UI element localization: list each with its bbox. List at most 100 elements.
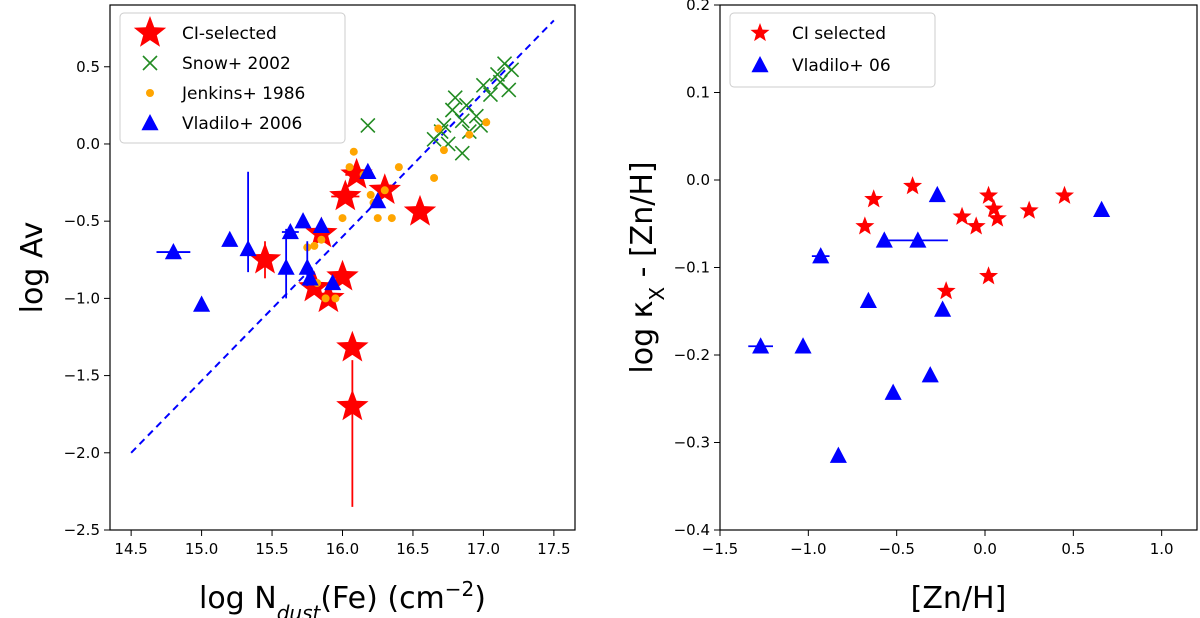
data-point: [482, 118, 491, 127]
data-point: [936, 281, 956, 300]
legend-item: Vladilo+ 2006: [141, 114, 302, 134]
y-axis-label: log Av: [15, 222, 50, 314]
data-point: [752, 337, 770, 354]
data-point: [447, 90, 463, 106]
data-point: [829, 446, 847, 463]
data-point: [864, 189, 884, 208]
data-point: [326, 259, 359, 291]
x-tick-label: 16.0: [326, 540, 359, 558]
data-point: [909, 231, 927, 248]
y-axis-label: log κX - [Zn/H]: [625, 161, 669, 373]
legend-marker: [133, 16, 167, 47]
data-point: [359, 162, 377, 179]
data-point: [301, 269, 319, 286]
y-tick-label: −0.5: [64, 212, 100, 230]
data-point: [465, 130, 474, 139]
legend-label: Vladilo+ 2006: [182, 114, 302, 134]
y-tick-label: 0.5: [76, 58, 100, 76]
legend-marker: [141, 114, 159, 131]
series-ci-selected: [248, 157, 437, 507]
legend: CI-selected Snow+ 2002 Jenkins+ 1986 Vladil…: [119, 12, 346, 144]
x-tick-label: −0.5: [878, 540, 914, 558]
legend-marker: [142, 55, 158, 71]
y-tick-label: −0.3: [674, 434, 710, 452]
data-point: [859, 291, 877, 308]
y-tick-label: 0.2: [686, 0, 710, 14]
plot-area: [130, 19, 555, 507]
data-point: [984, 198, 1004, 217]
data-point: [903, 176, 923, 195]
series-ci-selected: [855, 176, 1075, 300]
data-point: [979, 185, 999, 204]
legend-marker: [750, 23, 770, 42]
x-axis-label: [Zn/H]: [911, 581, 1007, 616]
data-point: [380, 186, 389, 195]
legend-label: CI selected: [792, 24, 886, 44]
data-point: [1054, 185, 1075, 204]
data-point: [987, 208, 1007, 227]
data-point: [294, 212, 312, 229]
x-tick-label: 15.0: [185, 540, 218, 558]
data-point: [475, 77, 491, 93]
data-point: [454, 145, 470, 161]
data-point: [345, 163, 354, 172]
y-tick-label: 0.0: [686, 171, 710, 189]
data-point: [504, 62, 520, 78]
x-tick-label: 0.5: [1061, 540, 1085, 558]
data-point: [310, 241, 319, 250]
y-tick-label: −0.4: [674, 521, 710, 539]
x-tick-label: −1.5: [702, 540, 738, 558]
data-point: [329, 179, 362, 211]
x-axis-label: log Ndust(Fe) (cm−2): [199, 577, 486, 618]
x-tick-label: 14.5: [114, 540, 147, 558]
x-tick-label: 17.5: [537, 540, 570, 558]
data-point: [1019, 200, 1039, 219]
x-tick-label: 16.5: [396, 540, 429, 558]
data-point: [403, 194, 437, 226]
legend-item: Jenkins+ 1986: [146, 84, 305, 104]
legend: CI selected Vladilo+ 06: [729, 12, 936, 88]
left-panel: 14.5 15.0 15.5 16.0 16.5 17.0 17.5 −2.5 −2.0 −1.5…: [15, 4, 576, 618]
x-tick-label: 15.5: [255, 540, 288, 558]
data-point: [430, 173, 439, 182]
legend-item: CI selected: [750, 23, 886, 44]
data-point: [331, 294, 340, 303]
y-tick-label: −2.5: [64, 521, 100, 539]
data-point: [884, 383, 902, 400]
data-point: [1093, 200, 1111, 217]
legend-item: Snow+ 2002: [142, 54, 291, 74]
legend-label: CI-selected: [182, 24, 277, 44]
data-point: [336, 389, 369, 421]
plot-area: [748, 176, 1111, 463]
data-point: [369, 192, 387, 209]
data-point: [360, 117, 376, 134]
legend-marker: [146, 89, 154, 97]
data-point: [321, 294, 330, 303]
legend-item: Vladilo+ 06: [751, 56, 891, 76]
y-tick-label: −0.2: [674, 346, 710, 364]
data-point: [812, 247, 830, 264]
data-point: [298, 258, 316, 275]
data-point: [934, 300, 952, 317]
fit-line: [130, 19, 555, 454]
data-point: [794, 337, 812, 354]
data-point: [454, 113, 470, 129]
legend-item: CI-selected: [133, 16, 277, 47]
x-tick-label: 17.0: [467, 540, 500, 558]
series-snow-2002: [360, 56, 520, 161]
x-tick-label: 0.0: [973, 540, 997, 558]
data-point: [468, 108, 484, 124]
data-point: [489, 66, 506, 83]
data-point: [855, 216, 875, 235]
data-point: [921, 366, 939, 383]
data-point: [349, 147, 358, 156]
legend-label: Snow+ 2002: [182, 54, 291, 74]
data-point: [336, 330, 369, 362]
series-jenkins-1986: [303, 118, 491, 303]
legend-box: [729, 12, 936, 88]
data-point: [239, 239, 257, 257]
data-point: [928, 185, 946, 203]
series-vladilo-06: [748, 185, 1111, 463]
y-tick-label: −1.5: [64, 367, 100, 385]
data-point: [324, 273, 342, 291]
